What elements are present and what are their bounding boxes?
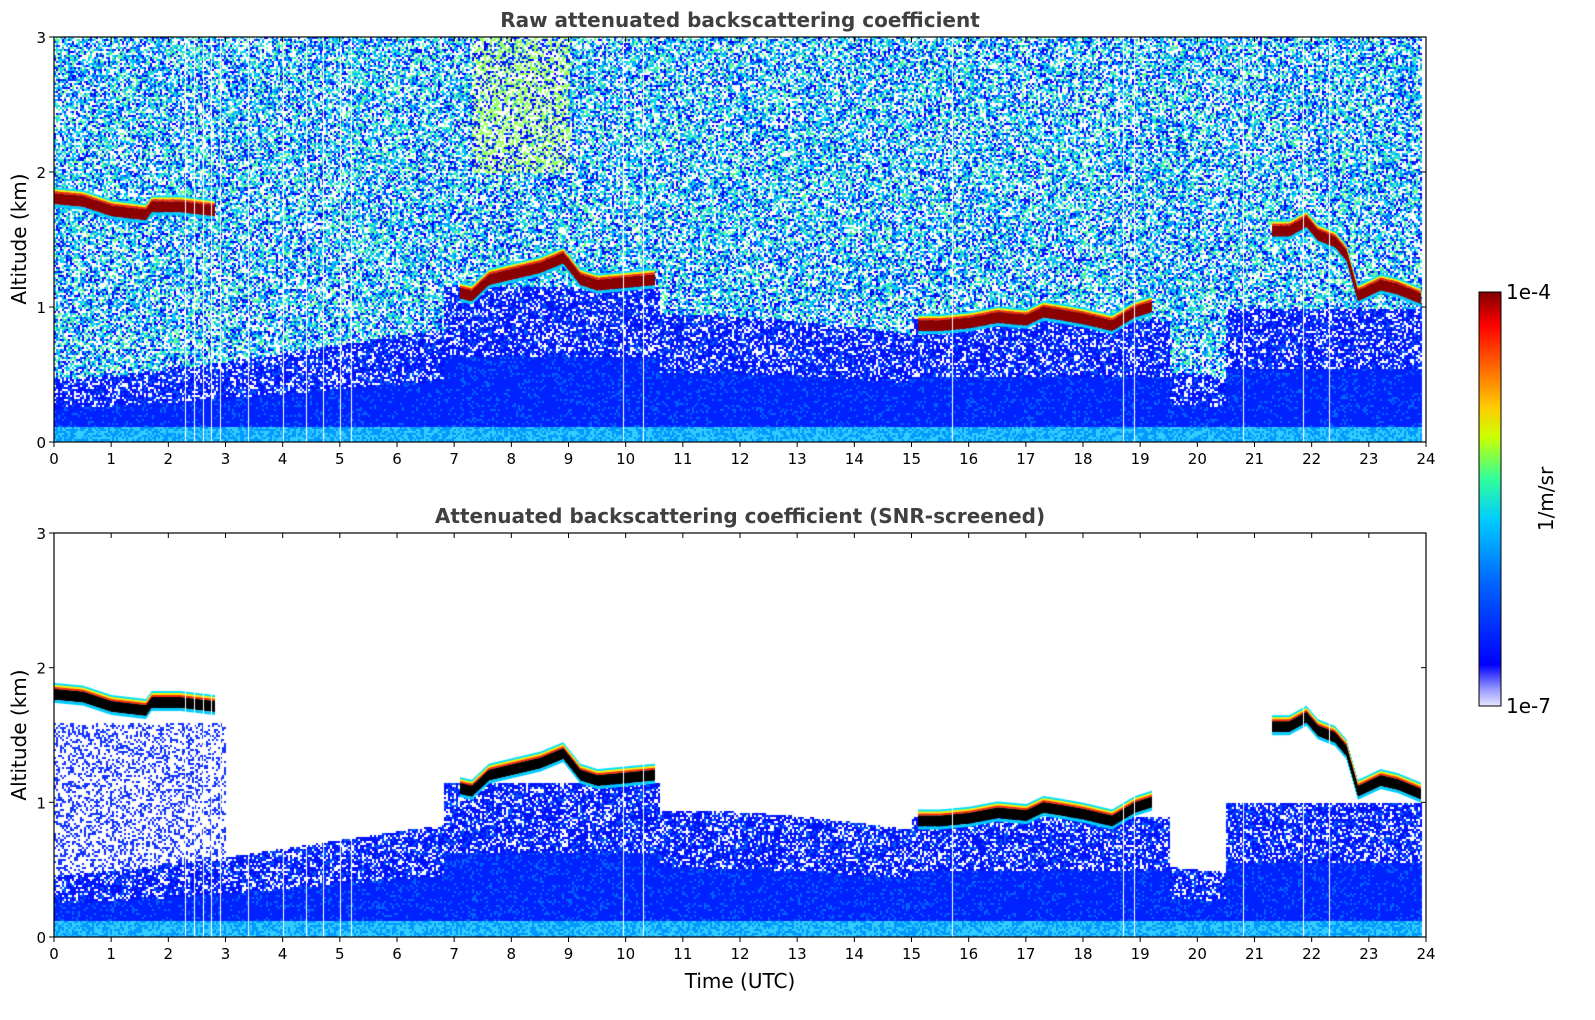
x-tick-label: 11 [673,945,692,963]
y-axis: 0 1 2 3 [36,29,1426,452]
x-tick-label: 2 [164,945,174,963]
screened-backscatter-panel: Attenuated backscattering coefficient (S… [7,504,1436,993]
x-tick-label: 14 [845,945,864,963]
x-tick-label: 0 [49,945,59,963]
x-tick-label: 4 [278,945,288,963]
y-tick-label: 3 [36,525,46,543]
x-tick-label: 17 [1016,450,1035,468]
panel-title: Raw attenuated backscattering coefficien… [500,8,980,32]
x-tick-label: 15 [902,450,921,468]
colorbar-gradient [1478,291,1502,707]
y-tick-label: 3 [36,29,46,47]
x-tick-label: 10 [616,450,635,468]
x-tick-label: 9 [564,945,574,963]
x-tick-label: 6 [392,450,402,468]
x-axis-label: Time (UTC) [684,969,796,993]
x-tick-label: 13 [788,945,807,963]
colorbar-min-label: 1e-7 [1506,694,1551,718]
backscatter-heatmap [54,533,1426,937]
x-tick-label: 16 [959,450,978,468]
x-tick-label: 0 [49,450,59,468]
x-tick-label: 6 [392,945,402,963]
x-tick-label: 23 [1359,450,1378,468]
x-tick-label: 11 [673,450,692,468]
x-tick-label: 18 [1073,450,1092,468]
panel-title: Attenuated backscattering coefficient (S… [435,504,1045,528]
y-axis-label: Altitude (km) [7,173,31,304]
x-tick-label: 5 [335,450,345,468]
x-tick-label: 20 [1188,945,1207,963]
x-tick-label: 21 [1245,450,1264,468]
colorbar-max-label: 1e-4 [1506,280,1551,304]
x-axis: 0 1 2 3 4 5 6 7 8 9 10 11 12 13 14 15 16 17 18 19 20 21 22 23 24 [49,37,1436,468]
x-tick-label: 12 [730,945,749,963]
colorbar: 1e-4 1e-7 1/m/sr [1478,280,1558,718]
x-tick-label: 13 [788,450,807,468]
x-tick-label: 2 [164,450,174,468]
x-tick-label: 15 [902,945,921,963]
x-tick-label: 7 [449,450,459,468]
plot-area [54,37,1426,442]
y-tick-label: 0 [36,929,46,947]
colorbar-units-label: 1/m/sr [1534,466,1558,531]
y-tick-label: 0 [36,434,46,452]
x-tick-label: 8 [507,450,517,468]
x-tick-label: 24 [1416,450,1435,468]
x-tick-label: 18 [1073,945,1092,963]
x-tick-label: 3 [221,450,231,468]
x-tick-label: 8 [507,945,517,963]
raw-backscatter-panel: Raw attenuated backscattering coefficien… [7,8,1436,468]
y-axis: 0 1 2 3 [36,525,1426,947]
x-tick-label: 12 [730,450,749,468]
x-tick-label: 14 [845,450,864,468]
x-tick-label: 19 [1131,450,1150,468]
x-tick-label: 4 [278,450,288,468]
x-tick-label: 22 [1302,450,1321,468]
x-tick-label: 10 [616,945,635,963]
plot-area [54,533,1426,937]
x-tick-label: 9 [564,450,574,468]
x-tick-label: 23 [1359,945,1378,963]
x-tick-label: 16 [959,945,978,963]
x-tick-label: 17 [1016,945,1035,963]
backscatter-heatmap [54,37,1426,442]
y-axis-label: Altitude (km) [7,669,31,800]
x-tick-label: 22 [1302,945,1321,963]
x-tick-label: 24 [1416,945,1435,963]
y-tick-label: 2 [36,164,46,182]
y-tick-label: 1 [36,794,46,812]
x-tick-label: 1 [106,450,116,468]
x-tick-label: 19 [1131,945,1150,963]
x-tick-label: 7 [449,945,459,963]
x-tick-label: 5 [335,945,345,963]
y-tick-label: 1 [36,299,46,317]
x-tick-label: 1 [106,945,116,963]
x-tick-label: 3 [221,945,231,963]
x-tick-label: 21 [1245,945,1264,963]
y-tick-label: 2 [36,660,46,678]
x-axis: 0 1 2 3 4 5 6 7 8 9 10 11 12 13 14 15 16 17 18 19 20 21 22 23 24 [49,533,1436,963]
x-tick-label: 20 [1188,450,1207,468]
